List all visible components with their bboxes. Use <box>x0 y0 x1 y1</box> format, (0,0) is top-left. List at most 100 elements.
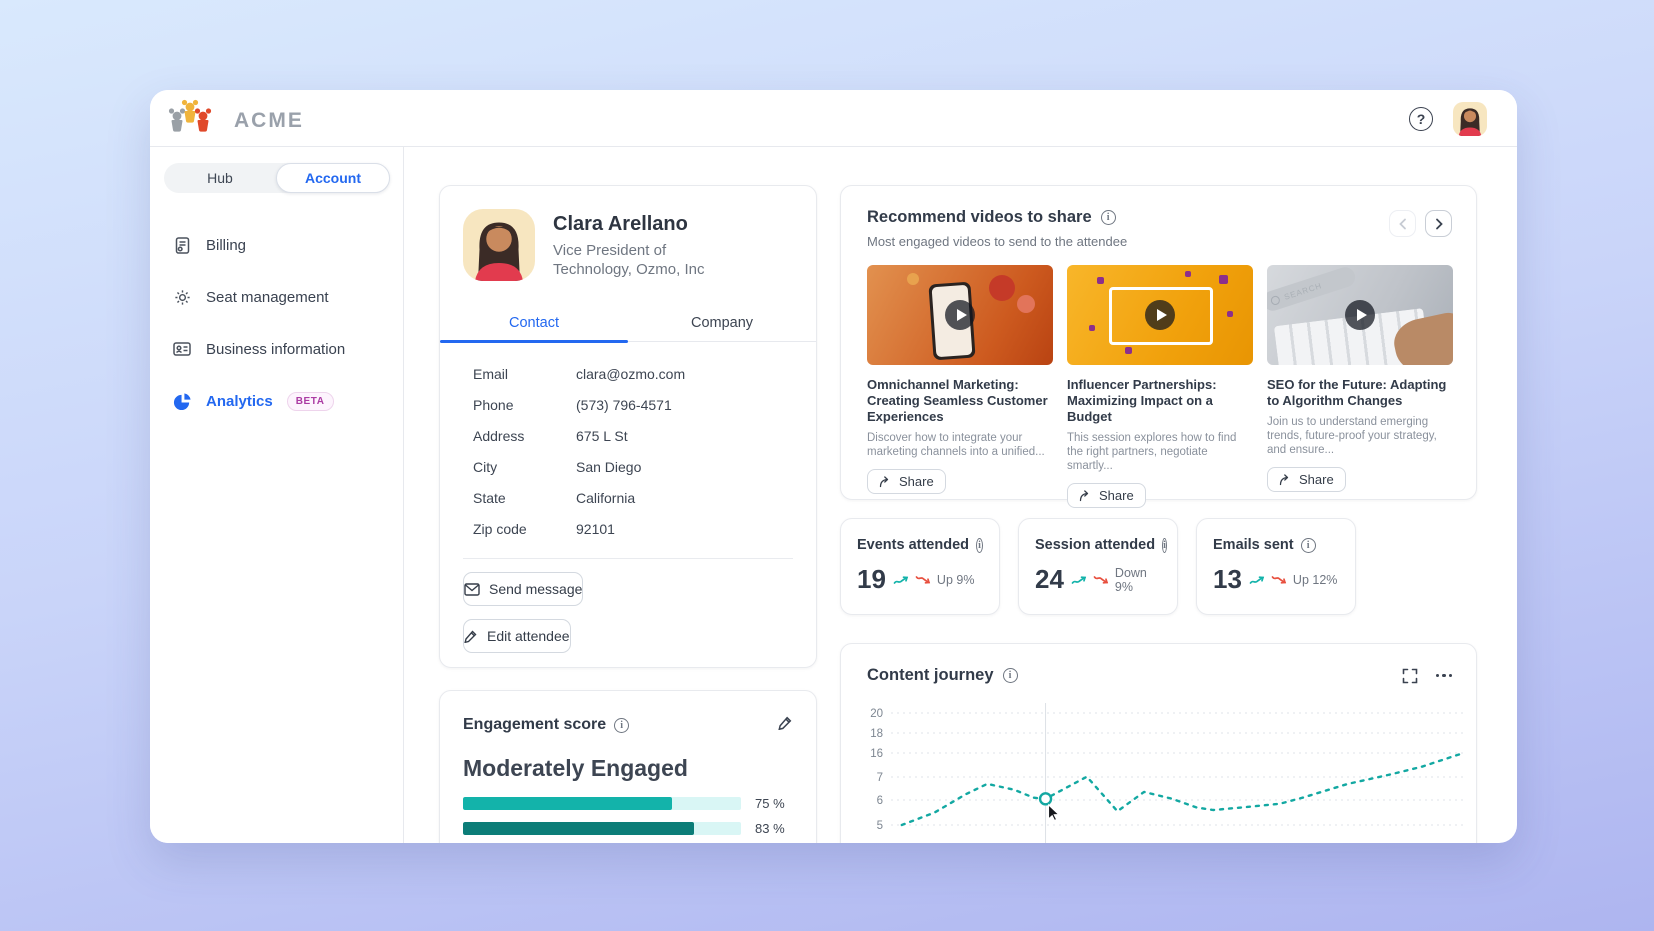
play-icon <box>1145 300 1175 330</box>
send-message-button[interactable]: Send message <box>463 572 584 606</box>
hub-account-switch: Hub Account <box>164 163 390 193</box>
trend-up-icon <box>1249 574 1267 586</box>
engagement-bar-row: 83 % <box>463 821 793 836</box>
profile-tabs: Contact Company <box>440 305 816 343</box>
engagement-score-title: Engagement score <box>463 716 607 733</box>
tab-company[interactable]: Company <box>690 315 754 331</box>
stat-value: 13 <box>1213 564 1242 594</box>
sidebar-item-seat-management[interactable]: Seat management <box>150 271 403 323</box>
stat-value: 19 <box>857 564 886 594</box>
engagement-bar-track <box>463 797 741 810</box>
info-icon[interactable]: i <box>614 717 630 733</box>
info-icon[interactable]: i <box>1162 537 1167 553</box>
sidebar-item-label: Seat management <box>206 288 329 306</box>
info-icon[interactable]: i <box>976 537 983 553</box>
video-thumbnail-seo[interactable]: SEARCH <box>1267 265 1453 365</box>
svg-text:16: 16 <box>870 748 883 760</box>
stat-label: Emails sent <box>1213 537 1294 553</box>
share-label: Share <box>1099 488 1134 503</box>
info-icon[interactable]: i <box>1002 668 1018 683</box>
share-button[interactable]: Share <box>867 469 946 494</box>
field-row-address: Address 675 L St <box>473 420 783 451</box>
trend-label: Down 9% <box>1114 565 1147 594</box>
field-row-state: State California <box>473 482 783 513</box>
svg-text:5: 5 <box>877 820 883 832</box>
attendee-avatar <box>463 209 535 281</box>
field-label: State <box>473 489 506 506</box>
sidebar-item-analytics[interactable]: Analytics BETA <box>150 375 403 427</box>
search-bar-graphic: SEARCH <box>1267 265 1358 314</box>
video-description: Discover how to integrate your marketing… <box>867 432 1045 458</box>
attendee-title: Vice President of Technology, Ozmo, Inc <box>553 242 705 278</box>
content-journey-title: Content journey <box>867 666 994 684</box>
help-icon[interactable]: ? <box>1409 107 1433 131</box>
tab-contact[interactable]: Contact <box>440 305 628 343</box>
info-icon[interactable]: i <box>1100 210 1116 225</box>
recommend-videos-card: Recommend videos to share i Most engaged… <box>840 185 1477 508</box>
user-avatar[interactable] <box>1453 102 1487 136</box>
content-journey-chart[interactable]: 20 18 16 7 6 5 <box>851 691 1471 843</box>
svg-text:7: 7 <box>877 772 883 784</box>
video-title: Omnichannel Marketing: Creating Seamless… <box>867 377 1048 424</box>
play-icon <box>1345 300 1375 330</box>
sidebar-item-billing[interactable]: Billing <box>150 219 403 271</box>
share-label: Share <box>899 474 934 489</box>
edit-attendee-label: Edit attendee <box>487 628 570 644</box>
pie-chart-icon <box>172 391 192 411</box>
video-card: Influencer Partnerships: Maximizing Impa… <box>1067 265 1253 508</box>
stat-card-events-attended: Events attended i 19 Up 9% <box>840 518 1000 615</box>
video-thumbnail-influencer[interactable] <box>1067 265 1253 365</box>
tab-hub[interactable]: Hub <box>207 170 233 186</box>
sidebar-item-label: Billing <box>206 236 247 254</box>
stat-label: Events attended <box>857 537 969 553</box>
engagement-bar-value: 75 % <box>755 796 785 811</box>
app-header: ACME ? <box>150 90 1517 147</box>
engagement-bar-fill <box>463 822 694 835</box>
video-thumbnail-omnichannel[interactable] <box>867 265 1053 365</box>
gear-icon <box>172 287 192 307</box>
field-row-zip: Zip code 92101 <box>473 513 783 544</box>
edit-engagement-pencil-icon[interactable] <box>778 715 793 735</box>
stat-trend: Up 9% <box>893 572 975 587</box>
share-icon <box>1079 489 1092 502</box>
brand: ACME <box>168 98 304 143</box>
trend-up-icon <box>893 574 911 586</box>
carousel-prev-button[interactable] <box>1389 210 1416 237</box>
field-value: San Diego <box>576 458 642 475</box>
send-message-label: Send message <box>489 581 583 597</box>
mouse-cursor <box>1048 803 1060 822</box>
video-description: Join us to understand emerging trends, f… <box>1267 416 1437 456</box>
stat-trend: Up 12% <box>1249 573 1337 587</box>
svg-text:18: 18 <box>870 728 883 740</box>
tab-account[interactable]: Account <box>276 163 390 193</box>
field-label: City <box>473 458 498 475</box>
edit-attendee-button[interactable]: Edit attendee <box>463 619 571 653</box>
field-value: 675 L St <box>576 427 628 444</box>
app-window: ACME ? Hub Account Billing <box>150 90 1517 843</box>
info-icon[interactable]: i <box>1300 537 1316 553</box>
trend-down-icon <box>1271 574 1289 586</box>
more-options-icon[interactable] <box>1435 673 1452 678</box>
share-button[interactable]: Share <box>1267 467 1346 492</box>
field-label: Phone <box>473 396 514 413</box>
svg-text:20: 20 <box>870 708 883 720</box>
play-icon <box>945 300 975 330</box>
trend-label: Up 9% <box>936 572 975 587</box>
field-row-email: Email clara@ozmo.com <box>473 358 783 389</box>
trend-down-icon <box>915 574 933 586</box>
pencil-icon <box>464 629 478 643</box>
stat-card-session-attended: Session attended i 24 Down 9% <box>1018 518 1178 615</box>
sidebar-item-business-information[interactable]: Business information <box>150 323 403 375</box>
stat-card-emails-sent: Emails sent i 13 Up 12% <box>1196 518 1356 615</box>
video-card: SEARCH SEO for the Future: Adapting to A… <box>1267 265 1453 508</box>
attendee-name: Clara Arellano <box>553 213 688 235</box>
share-button[interactable]: Share <box>1067 483 1146 508</box>
share-icon <box>1279 473 1292 486</box>
sidebar-item-label: Business information <box>206 340 346 358</box>
carousel-next-button[interactable] <box>1425 210 1452 237</box>
engagement-bar-fill <box>463 797 672 810</box>
expand-icon[interactable] <box>1402 668 1418 684</box>
beta-badge: BETA <box>286 391 334 411</box>
videos-subtitle: Most engaged videos to send to the atten… <box>867 234 1128 249</box>
